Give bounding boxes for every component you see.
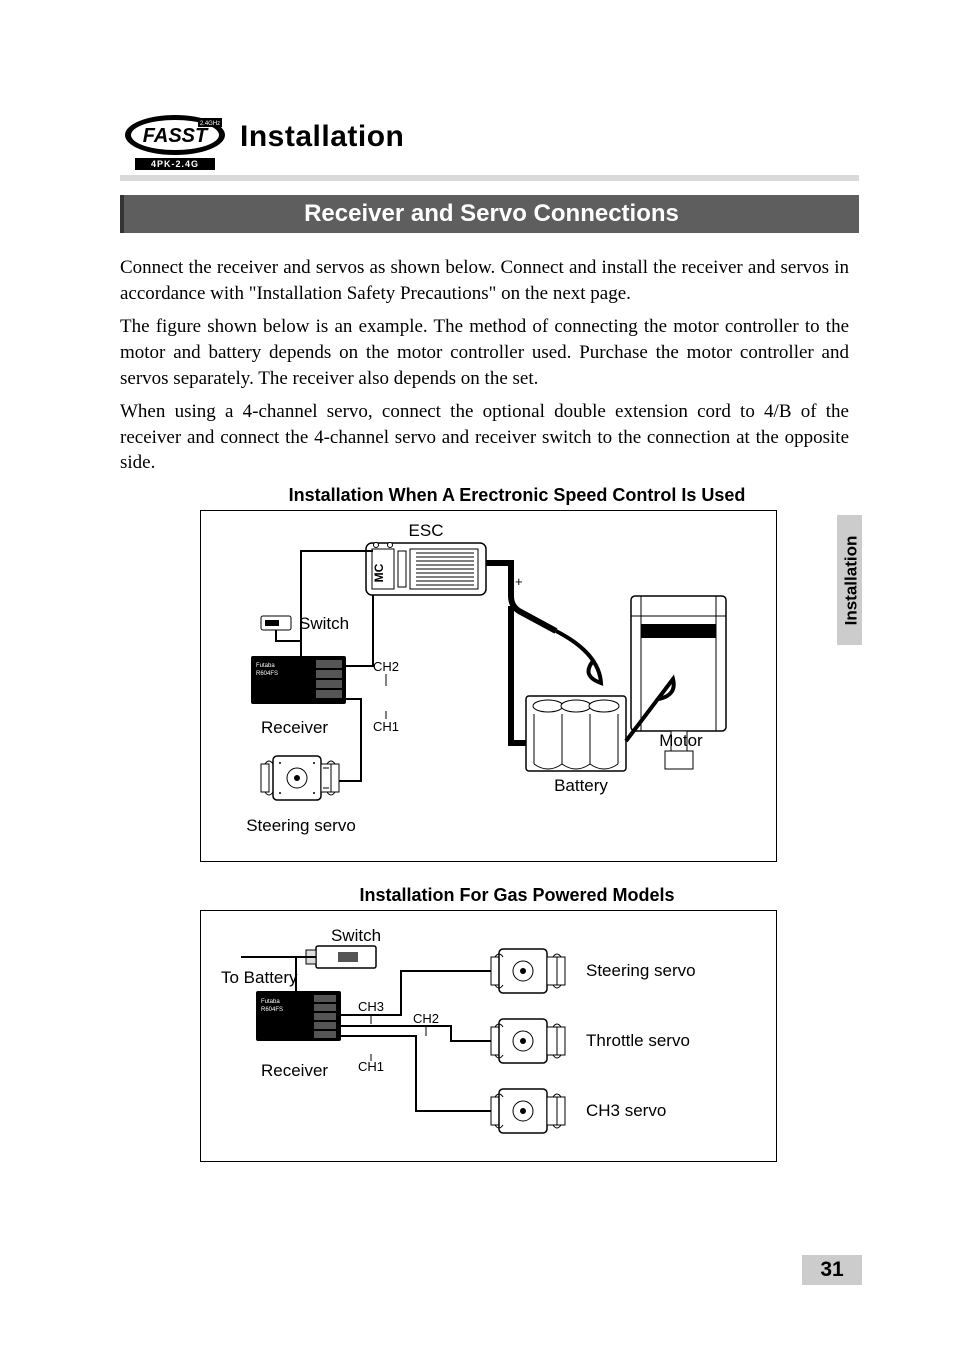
steering-servo-label: Steering servo: [246, 816, 356, 835]
svg-text:Futaba: Futaba: [261, 999, 280, 1005]
receiver-label-2: Receiver: [261, 1061, 328, 1080]
svg-text:R604FS: R604FS: [256, 671, 278, 677]
battery-icon: [526, 696, 626, 771]
section-title: Receiver and Servo Connections: [304, 200, 679, 227]
ch3-servo-icon: [491, 1089, 565, 1133]
paragraph-2: The figure shown below is an example. Th…: [120, 314, 849, 391]
throttle-servo-label: Throttle servo: [586, 1031, 690, 1050]
ch3-servo-label: CH3 servo: [586, 1101, 666, 1120]
side-chapter-tab: Installation: [837, 515, 862, 645]
throttle-servo-icon: [491, 1019, 565, 1063]
receiver-icon-2: Futaba R604FS: [256, 991, 341, 1041]
switch-label-2: Switch: [331, 926, 381, 945]
esc-label: ESC: [409, 521, 444, 540]
logo: FASST 2.4GHz 4PK-2.4G: [120, 110, 230, 185]
chapter-title: Installation: [240, 120, 404, 154]
section-title-bar: Receiver and Servo Connections: [120, 195, 859, 233]
battery-label: Battery: [554, 776, 608, 795]
paragraph-1: Connect the receiver and servos as shown…: [120, 255, 849, 306]
receiver-icon: Futaba R604FS: [251, 656, 346, 704]
switch-icon-2: [306, 946, 376, 968]
ch2-label-2: CH2: [413, 1011, 439, 1026]
to-battery-label: To Battery: [221, 968, 298, 987]
receiver-label: Receiver: [261, 718, 328, 737]
figure2-title: Installation For Gas Powered Models: [200, 885, 834, 906]
esc-icon: MC: [366, 543, 486, 596]
steering-servo-icon-2: [491, 949, 565, 993]
body-text: Connect the receiver and servos as shown…: [120, 255, 849, 484]
side-chapter-label: Installation: [839, 516, 864, 646]
svg-text:Futaba: Futaba: [256, 663, 275, 669]
page-number: 31: [820, 1258, 843, 1281]
ch2-label: CH2: [373, 659, 399, 674]
steering-servo-label-2: Steering servo: [586, 961, 696, 980]
chapter-title-underline: [120, 175, 859, 181]
svg-text:2.4GHz: 2.4GHz: [200, 121, 220, 127]
figure2-box: Switch To Battery Futaba R604FS Receiver: [200, 910, 777, 1162]
svg-text:MC: MC: [372, 563, 386, 582]
ch3-label: CH3: [358, 999, 384, 1014]
svg-text:R604FS: R604FS: [261, 1007, 283, 1013]
page: FASST 2.4GHz 4PK-2.4G Installation Recei…: [0, 0, 954, 1350]
switch-icon: [261, 616, 291, 630]
figure1-box: ESC MC Switch: [200, 510, 777, 862]
steering-servo-icon: [261, 756, 339, 800]
paragraph-3: When using a 4-channel servo, connect th…: [120, 399, 849, 476]
svg-text:FASST: FASST: [143, 125, 209, 147]
switch-label: Switch: [299, 614, 349, 633]
page-number-tab: 31: [802, 1255, 862, 1285]
figure1-title: Installation When A Erectronic Speed Con…: [200, 485, 834, 506]
plus-label: +: [515, 574, 523, 589]
ch1-label: CH1: [373, 719, 399, 734]
ch1-label-2: CH1: [358, 1059, 384, 1074]
motor-label: Motor: [659, 731, 703, 750]
svg-text:4PK-2.4G: 4PK-2.4G: [151, 159, 199, 169]
